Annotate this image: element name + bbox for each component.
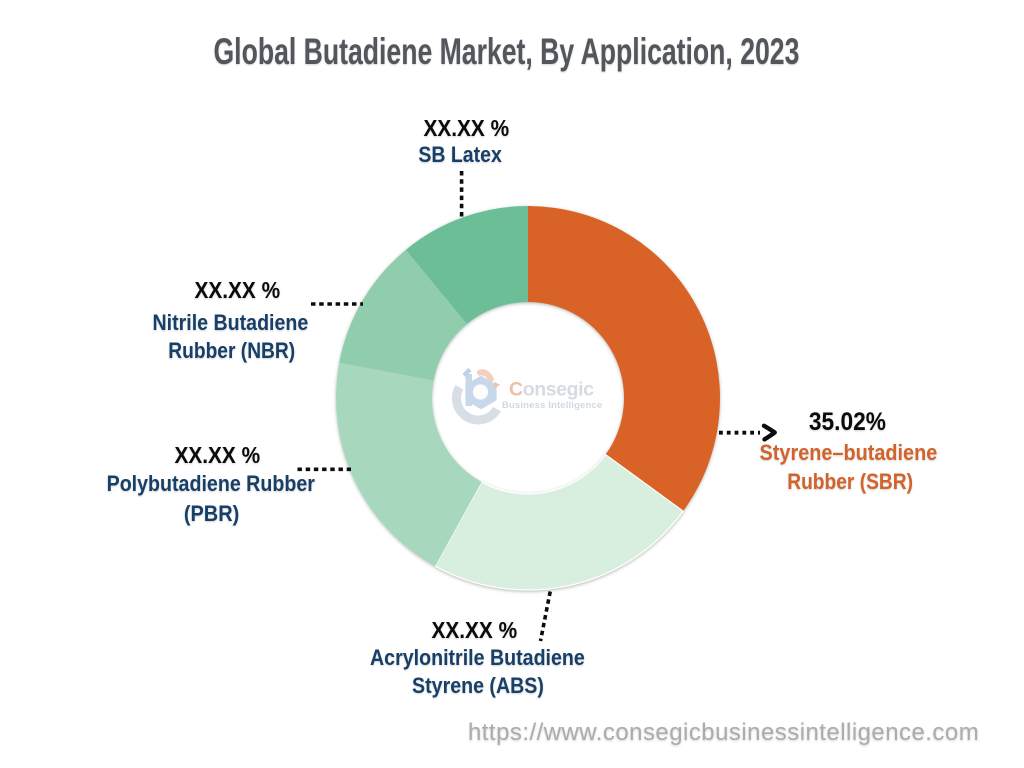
svg-text:Business Intelligence: Business Intelligence: [502, 400, 602, 411]
svg-text:Consegic: Consegic: [509, 379, 594, 401]
